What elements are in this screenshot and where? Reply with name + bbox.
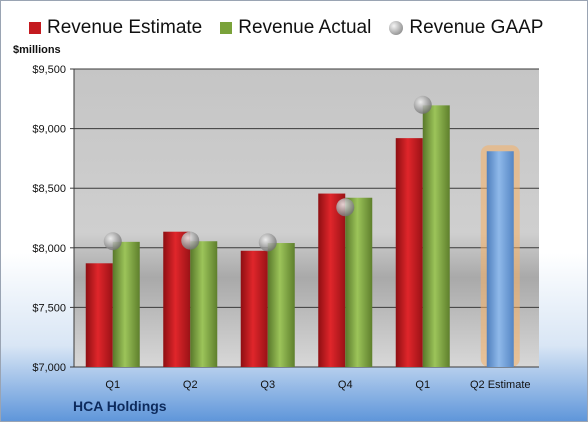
bar-revenue-actual bbox=[267, 243, 295, 367]
legend-item-gaap: Revenue GAAP bbox=[389, 17, 543, 39]
legend-marker-gaap bbox=[389, 21, 404, 35]
bar-revenue-actual bbox=[422, 105, 450, 367]
legend-item-actual: Revenue Actual bbox=[220, 17, 371, 39]
bar-revenue-forecast bbox=[486, 151, 514, 367]
x-tick-label: Q1 bbox=[415, 379, 430, 391]
point-revenue-gaap bbox=[258, 233, 277, 252]
bar-revenue-estimate bbox=[318, 193, 346, 367]
y-tick-label: $8,000 bbox=[32, 243, 66, 255]
bar-revenue-actual bbox=[112, 241, 140, 367]
x-tick-label: Q3 bbox=[260, 379, 275, 391]
x-tick-label: Q2 Estimate bbox=[470, 379, 531, 391]
plot-area bbox=[74, 69, 539, 367]
legend: Revenue Estimate Revenue Actual Revenue … bbox=[29, 17, 543, 39]
bar-revenue-estimate bbox=[163, 231, 191, 367]
bar-revenue-actual bbox=[190, 241, 218, 367]
point-revenue-gaap bbox=[336, 198, 355, 217]
legend-swatch-actual bbox=[220, 22, 233, 34]
bar-revenue-estimate bbox=[395, 138, 423, 367]
y-tick-label: $8,500 bbox=[32, 183, 66, 195]
units-label: $millions bbox=[13, 44, 61, 56]
legend-label-estimate: Revenue Estimate bbox=[47, 17, 203, 38]
legend-label-actual: Revenue Actual bbox=[238, 17, 372, 38]
y-tick-label: $9,500 bbox=[32, 64, 66, 76]
y-tick-label: $7,500 bbox=[32, 302, 66, 314]
legend-swatch-estimate bbox=[29, 22, 41, 34]
bar-revenue-actual bbox=[345, 197, 373, 367]
point-revenue-gaap bbox=[103, 232, 122, 251]
point-revenue-gaap bbox=[413, 95, 432, 114]
y-tick-label: $7,000 bbox=[32, 362, 66, 374]
x-tick-label: Q4 bbox=[338, 379, 353, 391]
company-name: HCA Holdings bbox=[73, 398, 167, 414]
bar-revenue-estimate bbox=[85, 263, 113, 367]
x-tick-label: Q2 bbox=[183, 379, 198, 391]
point-revenue-gaap bbox=[181, 231, 200, 250]
legend-item-estimate: Revenue Estimate bbox=[29, 17, 202, 39]
bar-revenue-estimate bbox=[240, 250, 268, 367]
x-tick-label: Q1 bbox=[105, 379, 120, 391]
y-tick-label: $9,000 bbox=[32, 124, 66, 136]
legend-label-gaap: Revenue GAAP bbox=[409, 17, 544, 38]
